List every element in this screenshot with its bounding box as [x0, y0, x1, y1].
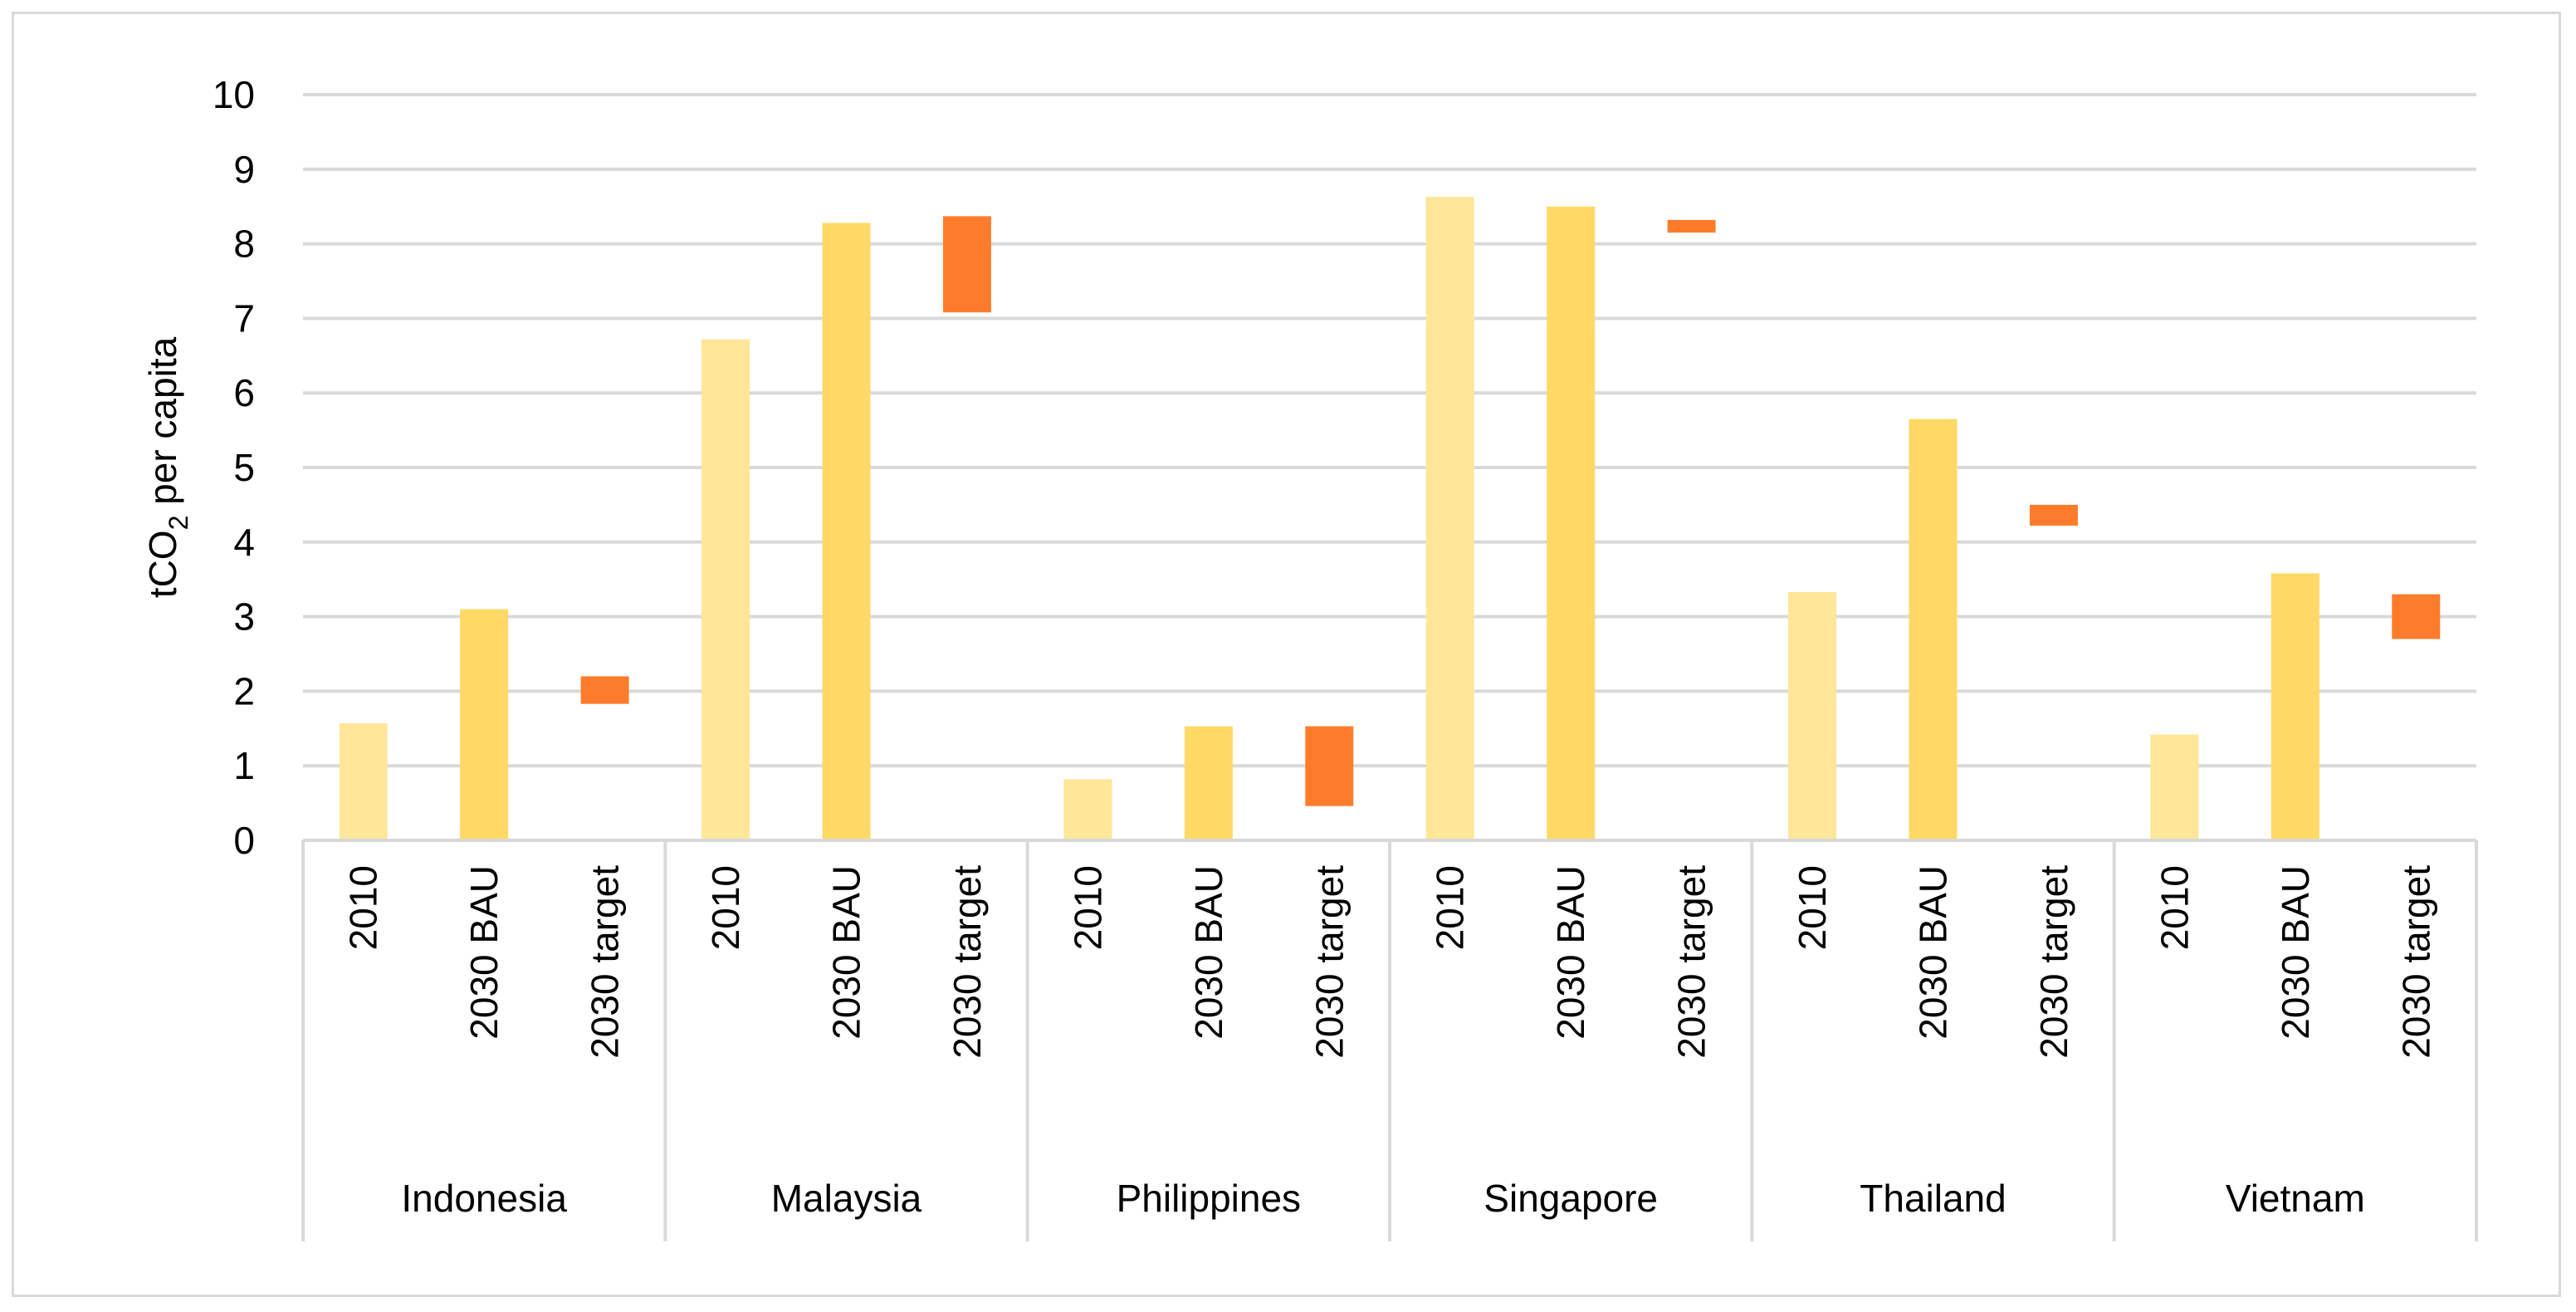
y-tick-label: 10: [213, 73, 255, 116]
y-tick-label: 8: [233, 223, 255, 266]
bar-vietnam-2010: [2150, 734, 2199, 840]
country-label: Thailand: [1860, 1177, 2006, 1220]
bar-thailand-bau: [1909, 419, 1958, 840]
bar-malaysia-2010: [701, 339, 750, 840]
y-tick-label: 2: [233, 669, 255, 712]
chart-frame: 0 1 2 3 4 5 6 7 8 9 10 2010 2030 BAU 2030 target Indo…: [12, 12, 2561, 1297]
x-tick-label: 2030 BAU: [1549, 865, 1592, 1040]
bar-singapore-bau: [1547, 206, 1596, 840]
country-label: Singapore: [1484, 1177, 1658, 1220]
bar-thailand-target: [2029, 504, 2078, 526]
x-tick-label: 2030 target: [1308, 865, 1351, 1059]
y-tick-label: 7: [233, 296, 255, 340]
bar-singapore-2010: [1425, 197, 1474, 840]
gridlines: [303, 93, 2476, 768]
y-tick-label: 5: [233, 446, 255, 489]
x-tick-label: 2030 BAU: [462, 865, 506, 1040]
x-tick-label: 2010: [1066, 865, 1109, 950]
bar-philippines-bau: [1184, 726, 1233, 840]
y-axis-label: tCO2 per capita: [141, 336, 193, 598]
x-tick-label: 2030 BAU: [825, 865, 868, 1040]
bar-indonesia-2010: [339, 723, 388, 840]
y-tick-label: 6: [233, 371, 255, 414]
x-tick-label: 2030 BAU: [1187, 865, 1230, 1040]
bar-malaysia-target: [942, 216, 991, 313]
y-tick-label: 4: [233, 521, 255, 564]
bar-chart: 0 1 2 3 4 5 6 7 8 9 10 2010 2030 BAU 2030 target Indo…: [141, 73, 2478, 1241]
x-tick-label: 2010: [2153, 865, 2196, 950]
y-axis-tick-labels: 0 1 2 3 4 5 6 7 8 9 10: [213, 73, 255, 862]
country-label: Malaysia: [771, 1177, 922, 1220]
country-label: Indonesia: [401, 1177, 567, 1220]
x-tick-label: 2030 target: [584, 865, 627, 1059]
bar-vietnam-bau: [2270, 573, 2319, 840]
y-tick-label: 3: [233, 595, 255, 639]
x-tick-label: 2030 BAU: [2274, 865, 2317, 1040]
x-tick-label: 2030 target: [2032, 865, 2075, 1059]
y-tick-label: 9: [233, 148, 255, 191]
x-axis: 2010 2030 BAU 2030 target Indonesia 2010 2030…: [301, 839, 2478, 1241]
x-tick-label: 2030 target: [1670, 865, 1713, 1059]
x-tick-label: 2030 target: [946, 865, 989, 1059]
bar-malaysia-bau: [822, 223, 871, 840]
bar-indonesia-target: [580, 676, 629, 704]
bars: [339, 197, 2441, 840]
bar-philippines-target: [1305, 726, 1354, 806]
x-tick-label: 2010: [1429, 865, 1472, 950]
x-tick-label: 2010: [704, 865, 747, 950]
y-tick-label: 0: [233, 819, 255, 862]
y-tick-label: 1: [233, 744, 255, 787]
x-tick-label: 2030 BAU: [1912, 865, 1955, 1040]
x-tick-label: 2030 target: [2394, 865, 2437, 1059]
bar-indonesia-bau: [460, 609, 509, 840]
x-tick-label: 2010: [342, 865, 385, 950]
bar-vietnam-target: [2392, 594, 2441, 639]
bar-singapore-target: [1667, 219, 1716, 233]
country-label: Philippines: [1117, 1177, 1301, 1220]
bar-thailand-2010: [1788, 591, 1837, 840]
country-label: Vietnam: [2226, 1177, 2365, 1220]
bar-philippines-2010: [1063, 779, 1112, 840]
x-tick-label: 2010: [1791, 865, 1834, 950]
